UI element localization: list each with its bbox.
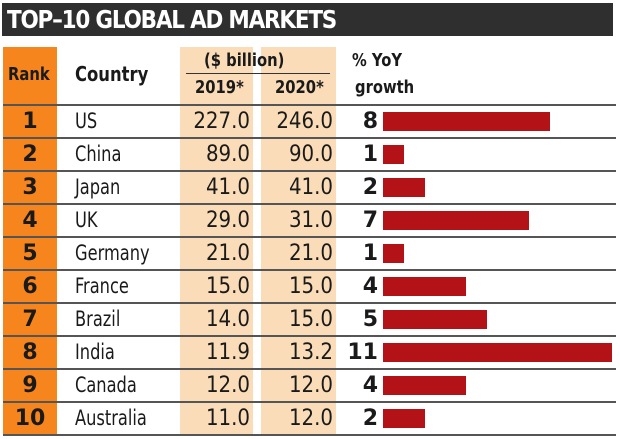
value-2020-cell: 15.0	[288, 274, 333, 299]
country-cell: Brazil	[75, 307, 121, 331]
header-growth-line1: % YoY	[352, 50, 403, 71]
row-divider	[3, 236, 616, 238]
row-divider	[3, 302, 616, 304]
value-2020-cell: 21.0	[288, 241, 333, 266]
table-row: 2 China 89.0 90.0 1	[0, 138, 620, 171]
table-row: 10 Australia 11.0 12.0 2	[0, 402, 620, 435]
country-cell: US	[75, 109, 98, 133]
value-2020-cell: 15.0	[288, 307, 333, 332]
country-cell: Japan	[75, 175, 121, 199]
growth-label: 11	[347, 340, 378, 365]
value-2020-cell: 41.0	[288, 175, 333, 200]
growth-bar	[383, 211, 529, 230]
value-2020-cell: 90.0	[288, 142, 333, 167]
country-cell: China	[75, 142, 122, 166]
growth-label: 8	[362, 109, 378, 134]
rank-cell: 6	[22, 274, 38, 299]
row-divider	[3, 434, 616, 436]
growth-label: 4	[362, 274, 378, 299]
row-divider	[3, 401, 616, 403]
rank-cell: 3	[22, 175, 38, 200]
rank-cell: 9	[22, 373, 38, 398]
country-cell: Australia	[75, 406, 147, 430]
row-divider	[3, 335, 616, 337]
value-2020-cell: 246.0	[276, 109, 333, 134]
table-row: 9 Canada 12.0 12.0 4	[0, 369, 620, 402]
value-2020-cell: 12.0	[288, 373, 333, 398]
rank-cell: 1	[22, 109, 38, 134]
value-2019-cell: 12.0	[205, 373, 250, 398]
rank-cell: 7	[22, 307, 38, 332]
column-2019-background	[180, 47, 253, 436]
chart-title: TOP–10 GLOBAL AD MARKETS	[7, 5, 337, 34]
country-cell: Canada	[75, 373, 137, 397]
growth-label: 2	[362, 406, 378, 431]
table-row: 3 Japan 41.0 41.0 2	[0, 171, 620, 204]
rank-cell: 4	[22, 208, 38, 233]
value-2020-cell: 12.0	[288, 406, 333, 431]
country-cell: India	[75, 340, 115, 364]
value-2019-cell: 11.0	[205, 406, 250, 431]
value-2019-cell: 15.0	[205, 274, 250, 299]
country-cell: Germany	[75, 241, 150, 265]
header-country: Country	[75, 62, 149, 86]
table-row: 4 UK 29.0 31.0 7	[0, 204, 620, 237]
value-2019-cell: 29.0	[205, 208, 250, 233]
row-divider	[3, 137, 616, 139]
growth-label: 7	[362, 208, 378, 233]
country-cell: UK	[75, 208, 98, 232]
growth-label: 4	[362, 373, 378, 398]
value-2019-cell: 11.9	[205, 340, 250, 365]
value-2019-cell: 14.0	[205, 307, 250, 332]
header-rank: Rank	[8, 64, 50, 85]
header-unit: ($ billion)	[204, 50, 285, 71]
title-bar: TOP–10 GLOBAL AD MARKETS	[2, 3, 613, 36]
growth-bar	[383, 145, 404, 164]
growth-bar	[383, 376, 466, 395]
row-divider	[3, 203, 616, 205]
value-2019-cell: 21.0	[205, 241, 250, 266]
value-2019-cell: 227.0	[193, 109, 250, 134]
value-2020-cell: 31.0	[288, 208, 333, 233]
rank-column-background	[3, 47, 57, 436]
value-2019-cell: 41.0	[205, 175, 250, 200]
header-2019: 2019*	[195, 77, 244, 98]
rank-cell: 2	[22, 142, 38, 167]
growth-bar	[383, 343, 612, 362]
rank-cell: 10	[14, 406, 46, 431]
growth-label: 1	[362, 241, 378, 266]
rank-cell: 8	[22, 340, 38, 365]
header-unit-underline	[186, 73, 330, 74]
value-2020-cell: 13.2	[288, 340, 333, 365]
country-cell: France	[75, 274, 129, 298]
table-row: 1 US 227.0 246.0 8	[0, 105, 620, 138]
table-row: 7 Brazil 14.0 15.0 5	[0, 303, 620, 336]
header-divider	[3, 104, 616, 106]
growth-bar	[383, 112, 550, 131]
row-divider	[3, 368, 616, 370]
header-2020: 2020*	[275, 77, 324, 98]
table-row: 8 India 11.9 13.2 11	[0, 336, 620, 369]
growth-bar	[383, 310, 487, 329]
header-growth-line2: growth	[355, 77, 415, 98]
table-row: 5 Germany 21.0 21.0 1	[0, 237, 620, 270]
growth-bar	[383, 244, 404, 263]
value-2019-cell: 89.0	[205, 142, 250, 167]
growth-bar	[383, 178, 425, 197]
growth-label: 1	[362, 142, 378, 167]
growth-label: 2	[362, 175, 378, 200]
column-2020-background	[261, 47, 336, 436]
row-divider	[3, 269, 616, 271]
growth-bar	[383, 409, 425, 428]
row-divider	[3, 170, 616, 172]
growth-label: 5	[362, 307, 378, 332]
growth-bar	[383, 277, 466, 296]
rank-cell: 5	[22, 241, 38, 266]
table-row: 6 France 15.0 15.0 4	[0, 270, 620, 303]
